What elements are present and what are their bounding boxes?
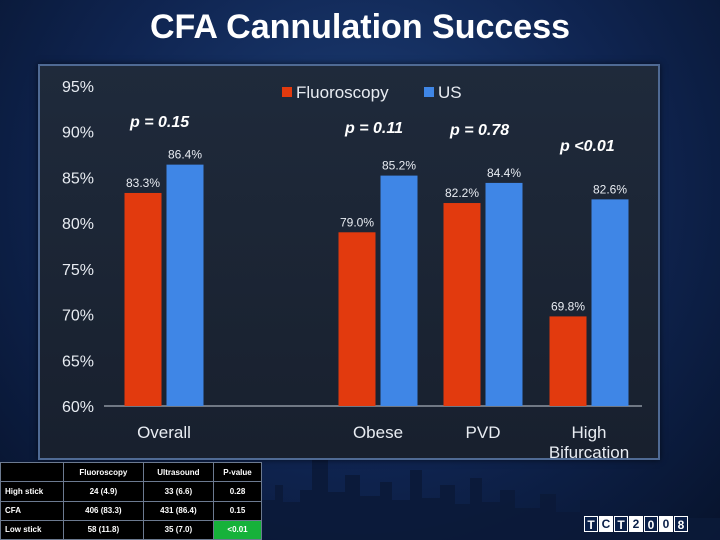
table-cell: 33 (6.6) — [142, 481, 215, 502]
table-cell: 431 (86.4) — [142, 500, 215, 521]
x-category-label: Overall — [137, 423, 191, 442]
y-tick-label: 95% — [62, 79, 94, 96]
table-cell: 58 (11.8) — [63, 519, 144, 540]
logo-letter: 8 — [674, 516, 688, 532]
x-category-label: High — [572, 423, 607, 442]
table-cell: 0.28 — [213, 481, 262, 502]
city-skyline-background — [0, 442, 720, 540]
bar-chart: 95% 90% 85% 80% 75% 70% 65% 60% 83.3% 86.4% Overal… — [62, 79, 642, 460]
bar-fluoroscopy — [124, 192, 162, 406]
y-tick-label: 70% — [62, 308, 94, 325]
table-row-label: High stick — [0, 481, 64, 502]
slide-title: CFA Cannulation Success — [149, 8, 571, 46]
y-tick-label: 65% — [62, 353, 94, 370]
y-tick-label: 80% — [62, 216, 94, 233]
logo-letter: T — [614, 516, 628, 532]
table-header-cell: Fluoroscopy — [63, 461, 144, 483]
logo-letter: 0 — [659, 516, 673, 532]
y-tick-label: 60% — [62, 399, 94, 416]
data-label: 84.4% — [487, 166, 521, 180]
table-row-label: CFA — [0, 500, 64, 521]
x-category-label: Bifurcation — [549, 443, 629, 460]
logo-letter: 2 — [629, 516, 643, 532]
logo-letter: C — [599, 516, 613, 532]
stick-location-table: Fluoroscopy Ultrasound P-value High stic… — [0, 461, 262, 540]
logo-letter: 0 — [644, 516, 658, 532]
bar-us — [591, 199, 629, 406]
data-label: 83.3% — [126, 176, 160, 190]
p-value-pvd: p = 0.78 — [450, 122, 510, 139]
bar-us — [380, 175, 418, 406]
x-category-label: Obese — [353, 423, 403, 442]
legend-swatch — [424, 87, 434, 97]
bar-us — [485, 182, 523, 406]
table-header-row: Fluoroscopy Ultrasound P-value — [0, 461, 262, 483]
legend-label: US — [438, 83, 462, 102]
data-label: 86.4% — [168, 148, 202, 162]
y-tick-label: 85% — [62, 170, 94, 187]
logo-letter: T — [584, 516, 598, 532]
p-value-obese: p = 0.11 — [345, 120, 403, 137]
bar-us — [166, 164, 204, 406]
data-label: 79.0% — [340, 215, 374, 229]
x-category-label: PVD — [466, 423, 501, 442]
table-row: High stick 24 (4.9) 33 (6.6) 0.28 — [0, 481, 262, 502]
data-label: 85.2% — [382, 159, 416, 173]
table-header-cell: Ultrasound — [142, 461, 215, 483]
table-header-cell: P-value — [213, 461, 262, 483]
y-tick-label: 90% — [62, 125, 94, 142]
table-row-label: Low stick — [0, 519, 64, 540]
legend-label: Fluoroscopy — [296, 83, 389, 102]
bar-fluoroscopy — [443, 203, 481, 406]
table-row: CFA 406 (83.3) 431 (86.4) 0.15 — [0, 500, 262, 521]
bar-fluoroscopy — [549, 316, 587, 406]
tct-2008-logo: T C T 2 0 0 8 — [584, 516, 688, 532]
legend-swatch — [282, 87, 292, 97]
table-header-cell — [0, 461, 64, 483]
p-value-high-bifurcation: p <0.01 — [560, 138, 615, 155]
table-cell: 24 (4.9) — [63, 481, 144, 502]
bar-fluoroscopy — [338, 232, 376, 406]
table-cell: 406 (83.3) — [63, 500, 144, 521]
data-label: 69.8% — [551, 299, 585, 313]
table-cell: 0.15 — [213, 500, 262, 521]
data-label: 82.2% — [445, 186, 479, 200]
p-value-overall: p = 0.15 — [130, 114, 190, 131]
y-tick-label: 75% — [62, 262, 94, 279]
data-label: 82.6% — [593, 182, 627, 196]
table-row: Low stick 58 (11.8) 35 (7.0) <0.01 — [0, 519, 262, 540]
table-cell: 35 (7.0) — [142, 519, 215, 540]
table-cell-significant: <0.01 — [213, 519, 262, 540]
